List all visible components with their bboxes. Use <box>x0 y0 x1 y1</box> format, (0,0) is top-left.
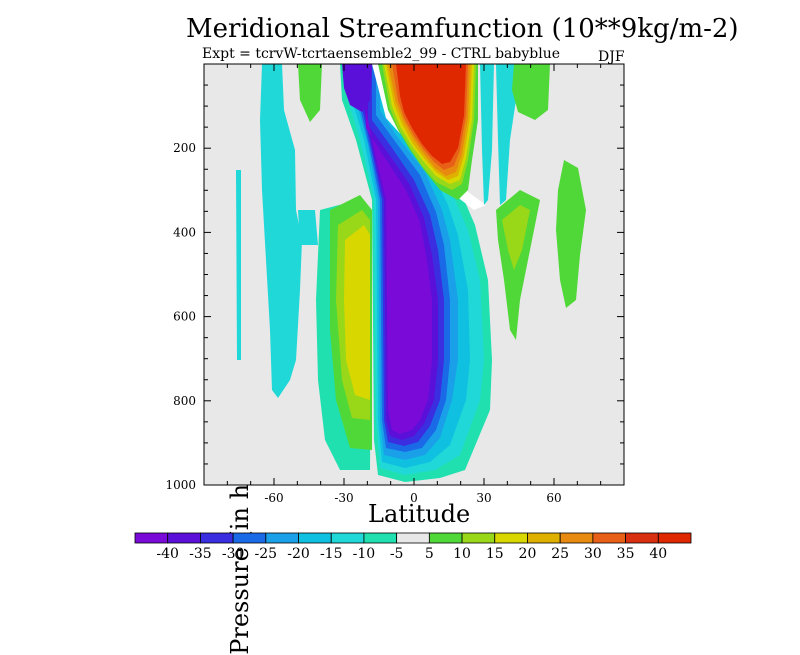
y-tick-label: 800 <box>173 394 196 408</box>
colorbar-label: -40 <box>156 546 179 562</box>
contour-green-midlat-top <box>512 64 550 120</box>
colorbar-label: -10 <box>353 546 376 562</box>
x-tick-label: -60 <box>264 491 283 505</box>
colorbar-label: -25 <box>255 546 278 562</box>
colorbar-swatch <box>363 532 398 544</box>
colorbar-label: 10 <box>453 546 471 562</box>
contour-plot: -60 -30 0 30 60 200 400 600 800 1000 -40 -35 -30 -2… <box>134 63 692 562</box>
colorbar-swatch <box>527 532 561 544</box>
colorbar-label: -5 <box>390 546 404 562</box>
colorbar-swatch <box>167 532 201 544</box>
x-axis-label: Latitude <box>368 500 471 528</box>
y-tick-label: 400 <box>173 225 196 239</box>
contour-upper-purple-lobe <box>342 64 372 112</box>
colorbar-label: 15 <box>486 546 504 562</box>
colorbar-swatch <box>428 532 463 544</box>
contour-fields <box>236 64 586 482</box>
colorbar-label: -20 <box>287 546 310 562</box>
season-label: DJF <box>598 49 625 65</box>
colorbar-label: -35 <box>189 546 212 562</box>
contour-teal-blob <box>298 210 318 245</box>
x-tick-label: -30 <box>334 491 353 505</box>
colorbar-label: 25 <box>551 546 569 562</box>
contour-neg-40 <box>358 64 432 434</box>
figure: Meridional Streamfunction (10**9kg/m-2) … <box>134 14 739 655</box>
x-tick-label: 60 <box>546 491 561 505</box>
colorbar-label: 40 <box>649 546 667 562</box>
x-tick-label: 30 <box>476 491 491 505</box>
colorbar-swatch <box>559 532 594 544</box>
chart-title: Meridional Streamfunction (10**9kg/m-2) <box>186 14 739 44</box>
contour-yellowgreen-midlat <box>502 205 530 270</box>
colorbar-label: 5 <box>425 546 434 562</box>
colorbar-swatch <box>265 532 299 544</box>
colorbar-label: 35 <box>617 546 635 562</box>
x-tick-label: 0 <box>410 491 418 505</box>
colorbar-swatch <box>330 532 365 544</box>
colorbar-swatch <box>625 532 659 544</box>
contour-teal-strip-south <box>236 170 241 360</box>
colorbar-label: -30 <box>222 546 245 562</box>
colorbar-swatch <box>396 532 430 544</box>
contour-green-polar <box>556 160 586 308</box>
colorbar-label: -15 <box>320 546 343 562</box>
colorbar-swatch <box>298 532 332 544</box>
y-axis: 200 400 600 800 1000 <box>165 63 624 492</box>
contour-green-top-left <box>298 64 322 122</box>
colorbar: -40 -35 -30 -25 -20 -15 -10 -5 5 10 15 20 25 30 35 40 <box>134 532 692 562</box>
y-tick-label: 200 <box>173 141 196 155</box>
colorbar-swatch <box>200 532 234 544</box>
colorbar-swatch <box>134 532 169 544</box>
colorbar-swatch <box>494 532 528 544</box>
contour-teal-strip-north <box>480 64 494 205</box>
colorbar-swatch <box>461 532 496 544</box>
y-tick-label: 1000 <box>165 478 196 492</box>
colorbar-swatch <box>592 532 626 544</box>
colorbar-swatch <box>232 532 267 544</box>
contour-teal-band-south <box>260 64 302 398</box>
contour-teal-midlat <box>496 64 520 205</box>
y-tick-label: 600 <box>173 310 196 324</box>
colorbar-swatch <box>657 532 692 544</box>
colorbar-label: 20 <box>519 546 537 562</box>
x-axis: -60 -30 0 30 60 <box>203 64 625 505</box>
contour-pos-40 <box>396 64 466 164</box>
contour-yellow <box>344 225 370 400</box>
colorbar-label: 30 <box>584 546 602 562</box>
chart-subtitle: Expt = tcrvW-tcrtaensemble2_99 - CTRL ba… <box>202 46 561 62</box>
